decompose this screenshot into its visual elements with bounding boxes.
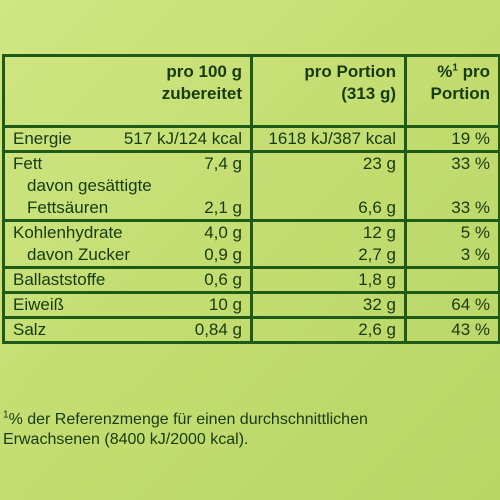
table-row-fett: Fett 7,4 g davon gesättigte Fettsäuren 2…: [2, 150, 500, 222]
row-label: Energie: [13, 129, 72, 149]
header-percent-line2: Portion: [430, 84, 491, 103]
row-sublabel: Fettsäuren: [27, 198, 109, 217]
reference-footnote: 1% der Referenzmenge für einen durchschn…: [3, 410, 493, 450]
row-per-portion: 1618 kJ/387 kcal: [250, 125, 407, 153]
row-label: Salz: [13, 320, 47, 340]
table-row-kohlenhydrate: Kohlenhydrate 4,0 g davon Zucker 0,9 g 1…: [2, 219, 500, 269]
row-percent: 19 %: [404, 125, 500, 153]
row-sub-per-100g: 0,9 g: [204, 245, 242, 264]
row-percent: 64 %: [404, 291, 500, 319]
row-percent: 33 %: [451, 154, 490, 174]
row-sub-per-portion: 6,6 g: [358, 198, 396, 217]
row-label: Fett: [13, 154, 43, 174]
row-per-portion: 23 g: [362, 154, 396, 174]
row-per-portion: 1,8 g: [250, 266, 407, 294]
row-per-100g: 517 kJ/124 kcal: [123, 129, 242, 149]
row-percent: [404, 266, 500, 294]
nutrition-table: pro 100 g zubereitet pro Portion (313 g)…: [2, 54, 500, 344]
footnote-marker: 1: [3, 409, 9, 421]
table-row-salz: Salz 0,84 g 2,6 g 43 %: [2, 316, 500, 344]
row-per-portion: 2,6 g: [250, 316, 407, 344]
row-per-100g: 10 g: [208, 295, 242, 315]
row-sub-percent: 3 %: [460, 245, 490, 264]
row-label: Ballaststoffe: [13, 270, 106, 290]
header-per-portion-line1: pro Portion: [304, 62, 396, 81]
row-percent: 43 %: [404, 316, 500, 344]
footnote-line1: % der Referenzmenge für einen durchschni…: [8, 411, 368, 428]
header-percent-sign: %: [437, 62, 453, 81]
row-per-100g: 4,0 g: [204, 223, 242, 243]
row-sub-percent: 33 %: [451, 198, 490, 217]
header-percent-portion: %1 pro Portion: [404, 54, 500, 128]
row-sub-per-100g: 2,1 g: [204, 198, 242, 217]
footnote-line2: Erwachsenen (8400 kJ/2000 kcal).: [3, 431, 249, 448]
row-percent: 5 %: [460, 223, 490, 243]
row-per-portion: 32 g: [250, 291, 407, 319]
header-per-100g-line1: pro 100 g: [166, 62, 242, 81]
row-sub-per-portion: 2,7 g: [358, 245, 396, 264]
table-row-eiweiss: Eiweiß 10 g 32 g 64 %: [2, 291, 500, 319]
row-label: Kohlenhydrate: [13, 223, 123, 243]
header-per-100g-line2: zubereitet: [161, 84, 242, 103]
row-sublabel: davon Zucker: [27, 245, 130, 264]
row-sublabel-line1: davon gesättigte: [27, 176, 152, 195]
table-header-row: pro 100 g zubereitet pro Portion (313 g)…: [2, 54, 500, 128]
row-per-100g: 0,84 g: [194, 320, 242, 340]
row-per-100g: 0,6 g: [204, 270, 242, 290]
header-per-portion: pro Portion (313 g): [250, 54, 407, 128]
row-label: Eiweiß: [13, 295, 65, 315]
table-row-energie: Energie 517 kJ/124 kcal 1618 kJ/387 kcal…: [2, 125, 500, 153]
row-per-portion: 12 g: [362, 223, 396, 243]
row-per-100g: 7,4 g: [204, 154, 242, 174]
header-footnote-marker: 1: [452, 62, 458, 74]
header-per-portion-line2: (313 g): [341, 84, 396, 103]
header-percent-pro: pro: [457, 62, 490, 81]
table-row-ballaststoffe: Ballaststoffe 0,6 g 1,8 g: [2, 266, 500, 294]
header-per-100g: pro 100 g zubereitet: [2, 54, 253, 128]
